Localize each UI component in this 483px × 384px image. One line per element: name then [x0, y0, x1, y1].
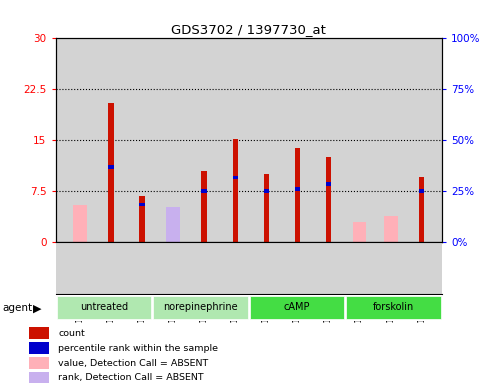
Bar: [28, 328, 49, 339]
Bar: [232, 139, 238, 242]
Text: count: count: [58, 329, 85, 338]
Text: value, Detection Call = ABSENT: value, Detection Call = ABSENT: [58, 359, 209, 367]
Text: agent: agent: [2, 303, 32, 313]
Bar: [295, 187, 300, 191]
Bar: [232, 175, 238, 179]
Text: norepinephrine: norepinephrine: [163, 302, 238, 312]
Bar: [28, 343, 49, 354]
Bar: [28, 357, 49, 369]
Bar: [353, 222, 367, 242]
Bar: [264, 189, 269, 193]
Bar: [28, 371, 49, 383]
Bar: [419, 189, 425, 193]
Bar: [108, 103, 114, 242]
Bar: [140, 196, 145, 242]
Text: cAMP: cAMP: [284, 302, 310, 312]
Bar: [166, 208, 180, 242]
Bar: [201, 171, 207, 242]
Bar: [250, 296, 344, 319]
Text: rank, Detection Call = ABSENT: rank, Detection Call = ABSENT: [58, 373, 204, 382]
Bar: [326, 182, 331, 186]
Text: forskolin: forskolin: [373, 302, 414, 312]
Bar: [73, 205, 87, 242]
Text: ▶: ▶: [33, 303, 42, 313]
Bar: [384, 216, 398, 242]
Bar: [326, 157, 331, 242]
Bar: [201, 189, 207, 193]
Bar: [140, 203, 145, 207]
Bar: [108, 166, 114, 169]
Bar: [264, 174, 269, 242]
Bar: [153, 296, 248, 319]
Bar: [166, 207, 180, 242]
Bar: [57, 296, 151, 319]
Title: GDS3702 / 1397730_at: GDS3702 / 1397730_at: [171, 23, 326, 36]
Bar: [346, 296, 441, 319]
Text: untreated: untreated: [80, 302, 128, 312]
Bar: [295, 148, 300, 242]
Bar: [419, 177, 425, 242]
Text: percentile rank within the sample: percentile rank within the sample: [58, 344, 218, 353]
